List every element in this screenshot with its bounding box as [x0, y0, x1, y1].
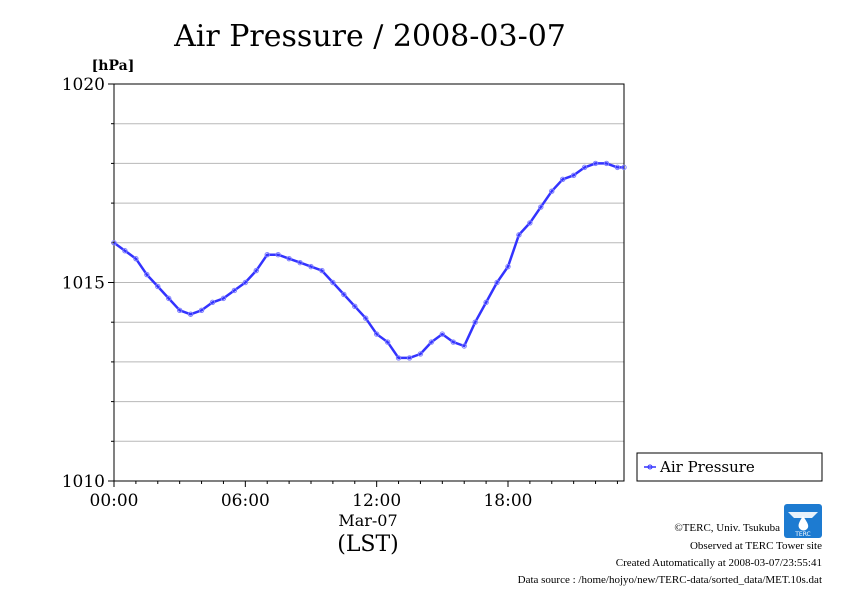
x-tick-label: 00:00 [90, 491, 139, 511]
data-point [264, 252, 270, 258]
grid-lines [114, 123, 624, 442]
data-point [494, 279, 500, 286]
data-point [439, 331, 446, 337]
terc-logo-text: TERC [794, 531, 811, 538]
data-point [417, 351, 424, 357]
data-point [330, 279, 336, 286]
data-point [450, 339, 456, 345]
data-point [155, 283, 161, 290]
data-point [352, 303, 358, 310]
y-tick-label: 1010 [62, 472, 105, 492]
data-point [472, 319, 478, 325]
data-point [231, 287, 238, 294]
chart-title: Air Pressure / 2008-03-07 [173, 19, 566, 54]
data-point [621, 164, 627, 171]
data-point [581, 164, 588, 171]
legend-box [636, 452, 823, 482]
x-tick-label: 12:00 [352, 491, 401, 511]
data-point [242, 279, 249, 286]
data-series [111, 160, 627, 361]
y-axis-unit-label: [hPa] [92, 58, 135, 74]
data-point [187, 311, 194, 317]
data-point [198, 307, 205, 313]
series-line-air-pressure [113, 162, 624, 360]
data-point [428, 339, 435, 345]
data-point [614, 164, 621, 171]
x-axis-date-label: Mar-07 [338, 511, 397, 530]
data-point [253, 267, 259, 274]
data-point [144, 271, 150, 278]
data-point [560, 176, 566, 182]
data-point [570, 172, 577, 179]
data-point [122, 248, 128, 254]
data-point [341, 291, 347, 298]
data-point [275, 252, 281, 258]
data-point [592, 160, 599, 167]
data-point [373, 331, 380, 337]
data-point [363, 315, 369, 321]
data-point [395, 355, 402, 361]
x-tick-label: 18:00 [483, 491, 532, 511]
copyright-text: ©TERC, Univ. Tsukuba [674, 522, 780, 534]
legend: Air Pressure [636, 452, 823, 482]
data-point [603, 160, 610, 167]
data-point [406, 355, 413, 361]
data-point [549, 188, 555, 194]
terc-logo: TERC [784, 504, 822, 538]
data-point [166, 295, 172, 302]
water-drop-icon [798, 516, 809, 531]
data-point [384, 339, 391, 345]
x-tick-label: 06:00 [221, 491, 270, 511]
logo-wave-shape [788, 512, 818, 518]
data-source-text: Data source : /home/hojyo/new/TERC-data/… [518, 574, 822, 586]
data-point [111, 240, 117, 246]
data-point [176, 307, 183, 313]
y-axis: 1010 1015 1020 [62, 75, 114, 492]
data-point [461, 343, 467, 349]
data-point [319, 267, 325, 274]
data-point [133, 255, 139, 262]
site-text: Observed at TERC Tower site [690, 540, 822, 552]
data-point [297, 259, 303, 266]
data-point [516, 232, 522, 238]
data-point [538, 204, 544, 210]
data-point [286, 255, 292, 262]
legend-entry-air-pressure: Air Pressure [659, 458, 755, 476]
data-point [483, 299, 489, 306]
created-text: Created Automatically at 2008-03-07/23:5… [616, 557, 822, 569]
data-point [505, 263, 511, 270]
data-point [209, 299, 216, 306]
x-axis: 00:00 06:00 12:00 18:00 [90, 481, 618, 511]
data-point [308, 263, 314, 270]
data-point [527, 220, 533, 226]
x-axis-title: (LST) [337, 532, 399, 557]
data-point [220, 295, 227, 302]
y-tick-label: 1020 [62, 75, 105, 95]
legend-swatch-marker [647, 464, 653, 470]
y-tick-label: 1015 [62, 274, 105, 294]
